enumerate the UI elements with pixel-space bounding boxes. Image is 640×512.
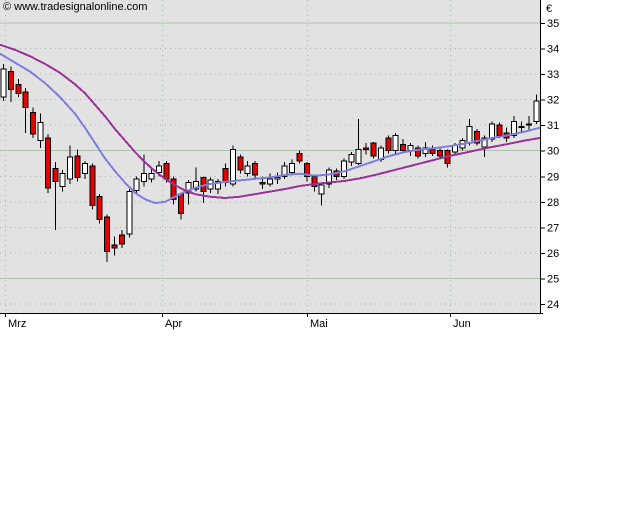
candle-down — [400, 143, 407, 152]
y-tick-label: 29 — [547, 171, 559, 183]
candle-up — [392, 134, 399, 152]
candle-up — [37, 122, 44, 142]
candle-up — [67, 156, 74, 180]
watermark: © www.tradesignalonline.com — [3, 1, 148, 13]
y-tick-label: 27 — [547, 222, 559, 234]
candle-up — [192, 180, 199, 190]
candle-up — [318, 184, 325, 195]
candle-up — [281, 165, 288, 177]
candle-down — [296, 152, 303, 162]
candle-up — [133, 178, 140, 191]
candle-up — [533, 100, 540, 122]
month-label: Mai — [310, 318, 328, 330]
candle-down — [89, 165, 96, 207]
candle-down — [22, 91, 29, 108]
y-tick-label: 24 — [547, 299, 559, 311]
month-label: Mrz — [8, 318, 26, 330]
candle-up — [274, 177, 281, 180]
candle-up — [229, 148, 236, 185]
y-tick-label: 25 — [547, 273, 559, 285]
candle-up — [126, 191, 133, 235]
candlestick-chart: €35 34 33 32 31 30 29 28 27 26 25 24 Mrz Apr Mai Jun © … — [0, 0, 560, 330]
candle-down — [7, 71, 14, 90]
candle-up — [466, 125, 473, 144]
y-tick-label: 30 — [547, 146, 559, 158]
candle-up — [244, 165, 251, 175]
y-tick-label: 28 — [547, 197, 559, 209]
candle-down — [44, 137, 51, 189]
candle-down — [303, 163, 310, 177]
y-tick-label: 33 — [547, 69, 559, 81]
y-tick-label: 32 — [547, 95, 559, 107]
candle-up — [511, 120, 518, 136]
y-tick-label: 34 — [547, 44, 559, 56]
month-label: Apr — [165, 318, 182, 330]
candle-down — [259, 182, 266, 185]
candle-down — [96, 196, 103, 221]
candle-down — [385, 137, 392, 152]
candle-down — [15, 83, 22, 94]
candle-up — [59, 173, 66, 187]
candle-up — [289, 163, 296, 173]
candle-down — [170, 178, 177, 200]
candle-down — [496, 124, 503, 136]
y-tick-label: 26 — [547, 248, 559, 260]
candle-down — [518, 125, 525, 129]
candle-up — [141, 173, 148, 182]
candle-up — [481, 137, 488, 148]
candle-down — [414, 147, 421, 157]
candle-up — [0, 68, 7, 98]
candle-down — [111, 244, 118, 249]
candle-down — [222, 168, 229, 184]
chart-canvas: €35 34 33 32 31 30 29 28 27 26 25 24 Mrz Apr Mai Jun — [0, 0, 559, 330]
candle-down — [30, 111, 37, 135]
plot-background — [0, 0, 540, 313]
candle-down — [237, 156, 244, 171]
candle-up — [81, 163, 88, 175]
candle-down — [52, 168, 59, 182]
candle-up — [355, 148, 362, 164]
candle-up — [215, 180, 222, 190]
candle-up — [148, 173, 155, 180]
candle-up — [185, 182, 192, 194]
candle-up — [348, 154, 355, 163]
moving-average-slow-line — [0, 43, 541, 199]
candle-up — [326, 169, 333, 185]
candle-up — [525, 123, 532, 126]
y-tick-label: 35 — [547, 18, 559, 30]
candle-up — [488, 123, 495, 140]
candle-down — [474, 131, 481, 144]
candle-down — [437, 150, 444, 157]
month-label: Jun — [453, 318, 471, 330]
candle-down — [118, 234, 125, 245]
currency-label: € — [546, 3, 552, 15]
candle-up — [340, 160, 347, 177]
candle-up — [155, 165, 162, 173]
candle-down — [370, 142, 377, 157]
candle-up — [266, 178, 273, 185]
y-tick-label: 31 — [547, 120, 559, 132]
candle-down — [178, 193, 185, 214]
candle-down — [429, 148, 436, 154]
candle-down — [363, 147, 370, 150]
candle-down — [104, 216, 111, 253]
candle-down — [252, 163, 259, 176]
moving-average-fast-line — [0, 52, 541, 205]
candle-down — [74, 155, 81, 179]
candle-down — [163, 163, 170, 180]
